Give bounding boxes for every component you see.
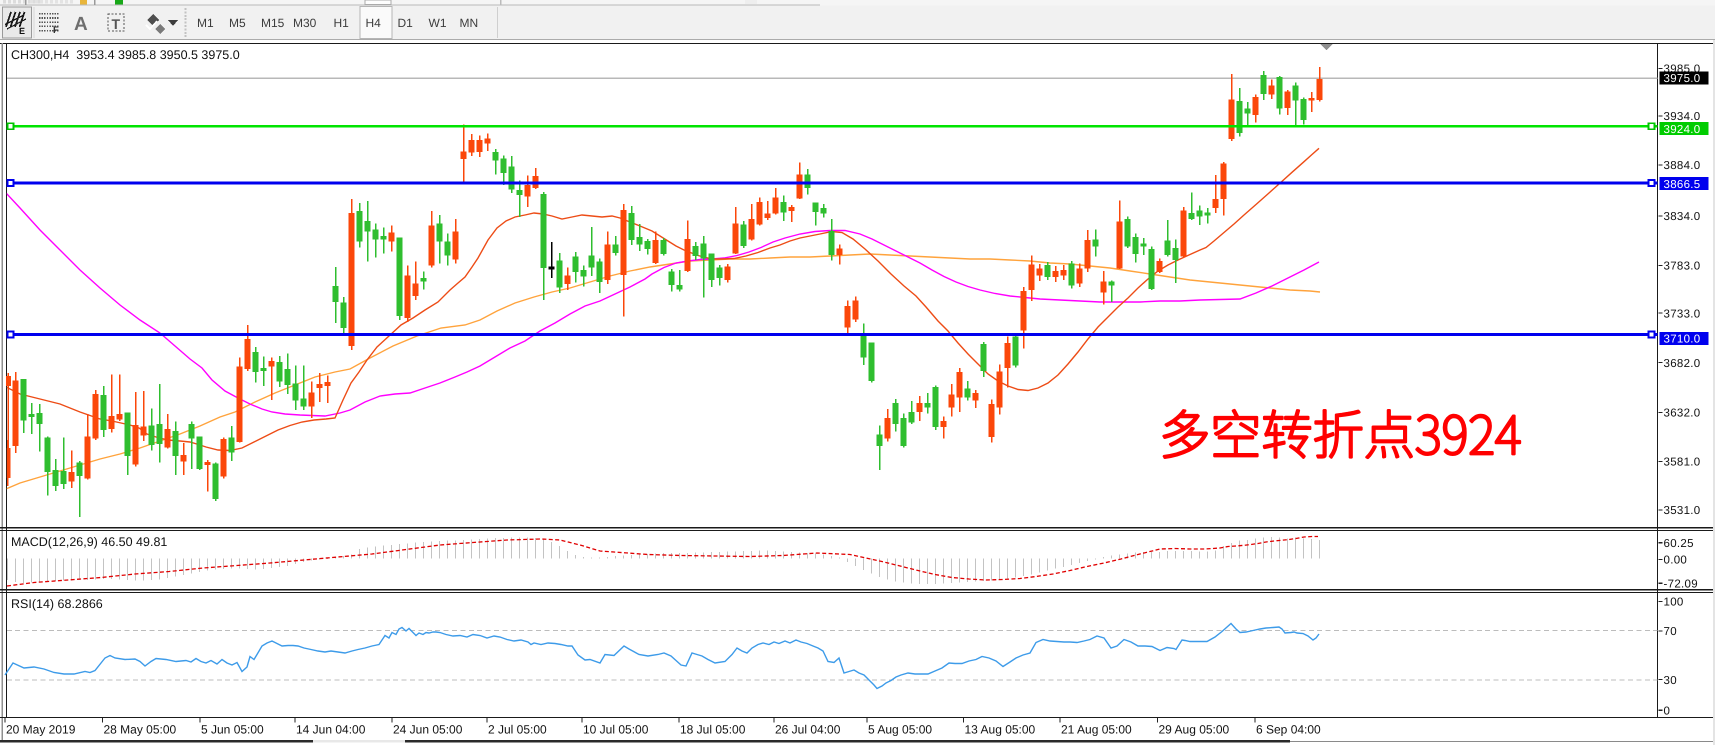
svg-text:A: A (74, 14, 88, 35)
svg-text:28 May 05:00: 28 May 05:00 (104, 723, 177, 737)
svg-text:CH300,H4 3953.4 3985.8 3950.5: CH300,H4 3953.4 3985.8 3950.5 3975.0 (11, 48, 240, 62)
svg-text:3934.0: 3934.0 (1664, 111, 1701, 123)
svg-text:M5: M5 (229, 16, 246, 30)
svg-text:RSI(14) 68.2866: RSI(14) 68.2866 (11, 597, 103, 611)
svg-text:T: T (112, 16, 121, 32)
svg-text:100: 100 (1664, 597, 1684, 609)
svg-text:24 Jun 05:00: 24 Jun 05:00 (393, 723, 463, 737)
svg-text:H1: H1 (334, 16, 350, 30)
svg-text:3733.0: 3733.0 (1664, 308, 1701, 320)
svg-text:5 Jun 05:00: 5 Jun 05:00 (201, 723, 264, 737)
svg-text:60.25: 60.25 (1664, 538, 1694, 550)
svg-text:3581.0: 3581.0 (1664, 457, 1701, 469)
svg-text:3682.0: 3682.0 (1664, 358, 1701, 370)
svg-text:M30: M30 (293, 16, 317, 30)
svg-text:3632.0: 3632.0 (1664, 408, 1701, 420)
svg-text:29 Aug 05:00: 29 Aug 05:00 (1159, 723, 1230, 737)
svg-text:30: 30 (1664, 675, 1677, 687)
svg-text:10 Jul 05:00: 10 Jul 05:00 (583, 723, 649, 737)
svg-text:3975.0: 3975.0 (1664, 73, 1701, 85)
svg-text:W1: W1 (429, 16, 447, 30)
svg-text:-72.09: -72.09 (1664, 579, 1698, 591)
svg-text:D1: D1 (398, 16, 414, 30)
svg-text:3866.5: 3866.5 (1664, 179, 1701, 191)
svg-text:MACD(12,26,9) 46.50 49.81: MACD(12,26,9) 46.50 49.81 (11, 535, 167, 549)
svg-text:70: 70 (1664, 626, 1677, 638)
svg-text:3884.0: 3884.0 (1664, 160, 1701, 172)
svg-text:3834.0: 3834.0 (1664, 211, 1701, 223)
svg-text:26 Jul 04:00: 26 Jul 04:00 (775, 723, 841, 737)
svg-text:13 Aug 05:00: 13 Aug 05:00 (965, 723, 1036, 737)
svg-text:E: E (19, 26, 25, 36)
svg-text:0: 0 (1664, 706, 1671, 718)
svg-text:21 Aug 05:00: 21 Aug 05:00 (1061, 723, 1132, 737)
svg-text:3710.0: 3710.0 (1664, 334, 1701, 346)
svg-text:M15: M15 (261, 16, 285, 30)
svg-text:18 Jul 05:00: 18 Jul 05:00 (680, 723, 746, 737)
svg-text:H4: H4 (366, 16, 382, 30)
svg-text:14 Jun 04:00: 14 Jun 04:00 (296, 723, 366, 737)
svg-text:3924.0: 3924.0 (1664, 124, 1701, 136)
svg-text:M1: M1 (197, 16, 214, 30)
svg-text:6 Sep 04:00: 6 Sep 04:00 (1256, 723, 1321, 737)
svg-text:20 May 2019: 20 May 2019 (6, 723, 76, 737)
svg-text:5 Aug 05:00: 5 Aug 05:00 (868, 723, 932, 737)
svg-text:MN: MN (460, 16, 479, 30)
svg-text:3783.0: 3783.0 (1664, 261, 1701, 273)
svg-text:F: F (53, 25, 59, 36)
svg-text:3531.0: 3531.0 (1664, 505, 1701, 517)
svg-text:2 Jul 05:00: 2 Jul 05:00 (488, 723, 547, 737)
svg-text:0.00: 0.00 (1664, 555, 1688, 567)
